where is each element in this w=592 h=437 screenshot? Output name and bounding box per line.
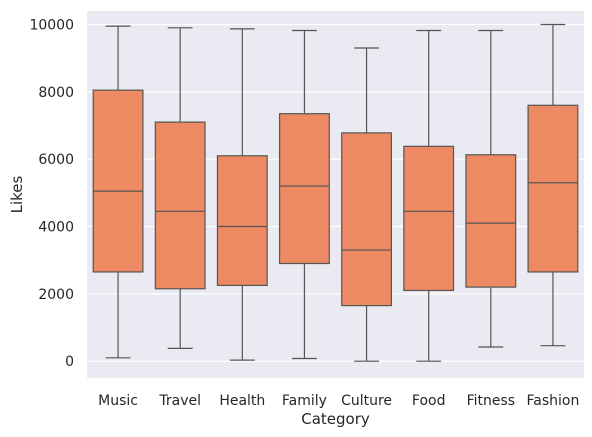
x-tick-label: Food <box>412 393 446 409</box>
iqr-box <box>341 132 393 307</box>
box-fitness <box>465 29 517 348</box>
iqr-box <box>465 154 517 288</box>
box-travel <box>154 27 206 349</box>
y-tick-label: 8000 <box>38 85 74 101</box>
x-tick-label: Music <box>98 393 138 409</box>
x-tick-label: Health <box>219 393 265 409</box>
iqr-box <box>92 89 144 273</box>
x-tick-label: Fitness <box>467 393 516 409</box>
box-music <box>92 25 144 359</box>
box-health <box>216 28 268 361</box>
x-axis-ticks: Music Travel Health Family Culture Food Fitnes… <box>98 393 579 409</box>
box-family <box>278 29 330 360</box>
iqr-box <box>527 104 579 273</box>
y-axis-ticks: 0 2000 4000 6000 8000 10000 <box>29 17 74 370</box>
y-tick-label: 0 <box>65 354 74 370</box>
x-tick-label: Travel <box>158 393 201 409</box>
y-tick-label: 10000 <box>29 17 74 33</box>
iqr-box <box>216 155 268 287</box>
x-axis-label: Category <box>301 410 370 428</box>
box-fashion <box>527 23 579 347</box>
x-tick-label: Family <box>282 393 327 409</box>
y-tick-label: 6000 <box>38 152 74 168</box>
iqr-box <box>154 121 206 290</box>
y-tick-label: 4000 <box>38 219 74 235</box>
y-tick-label: 2000 <box>38 287 74 303</box>
box-culture <box>341 47 393 362</box>
iqr-box <box>278 113 330 265</box>
x-tick-label: Fashion <box>527 393 580 409</box>
boxes <box>92 23 579 362</box>
x-tick-label: Culture <box>341 393 392 409</box>
iqr-box <box>403 145 455 292</box>
box-food <box>403 29 455 362</box>
y-axis-label: Likes <box>8 175 26 213</box>
